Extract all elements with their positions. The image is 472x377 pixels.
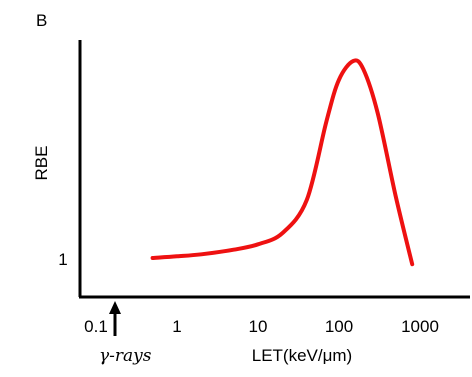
- arrow-up-icon: [109, 301, 121, 314]
- gamma-rays-label: γ-rays: [99, 346, 152, 366]
- gamma-ray-arrow: [109, 301, 121, 336]
- rbe-curve-line: [150, 58, 415, 267]
- x-tick-labels: 0.1 1 10 100 1000: [84, 317, 439, 336]
- y-axis-title: RBE: [32, 146, 51, 181]
- x-axis-title: LET(keV/μm): [252, 346, 352, 365]
- x-tick-label: 1: [172, 317, 181, 336]
- x-tick-label: 0.1: [84, 317, 108, 336]
- x-tick-label: 10: [249, 317, 268, 336]
- panel-label: B: [36, 11, 47, 30]
- x-tick-label: 100: [325, 317, 353, 336]
- y-tick-label-1: 1: [58, 250, 67, 269]
- x-tick-label: 1000: [401, 317, 439, 336]
